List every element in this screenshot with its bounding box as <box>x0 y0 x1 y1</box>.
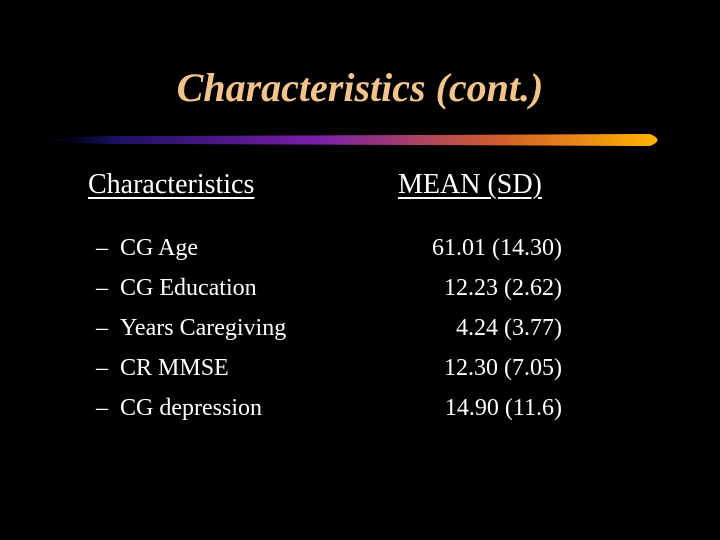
dash-bullet: – <box>96 235 108 261</box>
dash-bullet: – <box>96 355 108 381</box>
list-item: – CG Education <box>96 268 286 308</box>
mean-sd-value: 4.24 (3.77) <box>456 315 562 341</box>
characteristic-label: CG Education <box>120 275 257 301</box>
list-item: – CG Age <box>96 228 286 268</box>
characteristic-label: CR MMSE <box>120 355 229 381</box>
list-item: – CR MMSE <box>96 348 286 388</box>
dash-bullet: – <box>96 395 108 421</box>
dash-bullet: – <box>96 315 108 341</box>
characteristics-list: – CG Age – CG Education – Years Caregiving … <box>96 228 286 428</box>
mean-sd-value: 12.30 (7.05) <box>444 355 562 381</box>
characteristic-label: Years Caregiving <box>120 315 287 341</box>
list-item: – CG depression <box>96 388 286 428</box>
mean-sd-value: 14.90 (11.6) <box>444 395 562 421</box>
characteristic-label: CG Age <box>120 235 198 261</box>
dash-bullet: – <box>96 275 108 301</box>
list-item: – Years Caregiving <box>96 308 286 348</box>
characteristic-label: CG depression <box>120 395 262 421</box>
mean-sd-value: 12.23 (2.62) <box>444 275 562 301</box>
mean-sd-list: 61.01 (14.30) 12.23 (2.62) 4.24 (3.77) 1… <box>398 228 562 428</box>
characteristics-column-header: Characteristics <box>88 169 255 200</box>
mean-sd-value: 61.01 (14.30) <box>432 235 562 261</box>
gradient-divider <box>40 134 658 146</box>
slide-title: Characteristics (cont.) <box>176 65 544 110</box>
mean-sd-column-header: MEAN (SD) <box>398 169 542 200</box>
